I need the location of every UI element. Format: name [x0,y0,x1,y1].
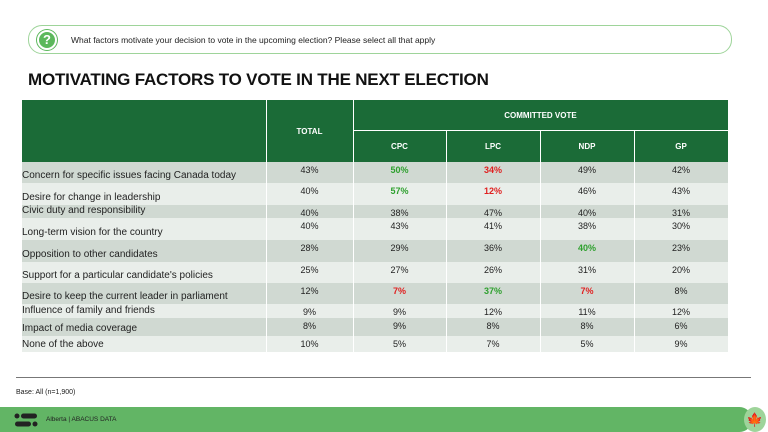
cell-value: 6% [674,321,688,331]
table-row: Desire to keep the current leader in par… [22,283,728,304]
header-lpc: LPC [485,142,501,151]
cell-value: 46% [577,186,596,196]
header-total: TOTAL [296,126,323,136]
row-label: Civic duty and responsibility [22,205,146,216]
table-row: Desire for change in leadership 40% 57% 12%… [22,183,728,205]
cell-value: 8% [486,321,500,331]
cell-value: 7% [580,286,594,296]
footer-text: Alberta | ABACUS DATA [46,416,117,423]
cell-value: 40% [577,208,596,218]
divider [16,377,751,378]
cell-value: 27% [390,265,409,275]
row-label: Long-term vision for the country [22,227,163,238]
cell-value: 36% [483,243,502,253]
row-label: Influence of family and friends [22,305,155,316]
cell-value: 8% [674,286,688,296]
question-text: What factors motivate your decision to v… [71,34,436,45]
cell-value: 9% [302,307,316,317]
question-box: ? What factors motivate your decision to… [28,25,732,54]
cell-value: 28% [300,243,319,253]
cell-value: 40% [300,208,319,218]
cell-value: 23% [671,243,690,253]
cell-value: 5% [580,339,594,349]
header-ndp: NDP [578,142,596,151]
cell-value: 29% [390,243,409,253]
cell-value: 40% [300,221,319,231]
footer-bar: Alberta | ABACUS DATA [0,407,752,432]
cell-value: 43% [671,186,690,196]
cell-value: 20% [671,265,690,275]
cell-value: 9% [392,307,406,317]
cell-value: 7% [392,286,406,296]
table-row: Civic duty and responsibility 40% 38% 47% 40… [22,205,728,218]
cell-value: 37% [483,286,502,296]
cell-value: 9% [392,321,406,331]
cell-value: 38% [577,221,596,231]
page-title: MOTIVATING FACTORS TO VOTE IN THE NEXT E… [28,70,489,89]
cell-value: 9% [674,339,688,349]
cell-value: 31% [671,208,690,218]
abacus-logo-icon [14,413,38,426]
row-label: Support for a particular candidate's pol… [22,270,213,281]
table-row: Long-term vision for the country 40% 43% 41… [22,218,728,240]
row-label: Desire to keep the current leader in par… [22,291,228,302]
cell-value: 43% [300,165,319,175]
cell-value: 34% [483,165,502,175]
cell-value: 5% [392,339,406,349]
cell-value: 40% [577,243,596,253]
base-note: Base: All (n=1,900) [16,389,76,396]
header-cpc: CPC [391,142,408,151]
cell-value: 49% [577,165,596,175]
cell-value: 12% [671,307,690,317]
cell-value: 12% [300,286,319,296]
cell-value: 41% [483,221,502,231]
row-label: Impact of media coverage [22,323,138,334]
row-label: Opposition to other candidates [22,249,158,260]
cell-value: 10% [300,339,319,349]
cell-value: 11% [578,307,596,317]
table-row: Impact of media coverage 8% 9% 8% 8% 6% [22,318,728,336]
table-row: Support for a particular candidate's pol… [22,262,728,283]
row-label: None of the above [22,339,104,350]
row-label: Desire for change in leadership [22,192,161,203]
cell-value: 8% [302,321,316,331]
question-icon: ? [37,29,57,50]
cell-value: 12% [483,307,502,317]
table-row: Concern for specific issues facing Canad… [22,162,728,183]
table-row: Influence of family and friends 9% 9% 12% 11… [22,304,728,318]
table-header: TOTAL COMMITTED VOTE CPC LPC NDP GP [22,100,728,162]
cell-value: 40% [300,186,319,196]
cell-value: 26% [483,265,502,275]
cell-value: 31% [577,265,596,275]
cell-value: 42% [671,165,690,175]
table-row: Opposition to other candidates 28% 29% 36% 4… [22,240,728,262]
cell-value: 43% [390,221,409,231]
cell-value: 12% [483,186,502,196]
cell-value: 47% [483,208,502,218]
cell-value: 8% [580,321,594,331]
maple-leaf-icon: 🍁 [744,407,766,432]
header-committed-vote: COMMITTED VOTE [504,110,577,120]
cell-value: 38% [390,208,409,218]
cell-value: 25% [300,265,319,275]
cell-value: 50% [390,165,409,175]
cell-value: 7% [486,339,500,349]
header-gp: GP [675,142,687,151]
table-row: None of the above 10% 5% 7% 5% 9% [22,336,728,352]
cell-value: 30% [671,221,690,231]
row-label: Concern for specific issues facing Canad… [22,170,237,181]
cell-value: 57% [390,186,409,196]
